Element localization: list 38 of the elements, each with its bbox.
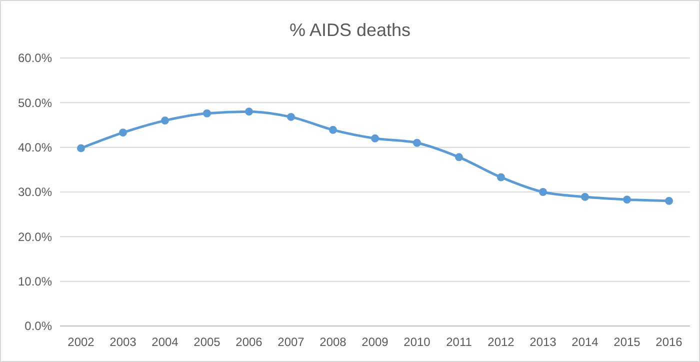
x-tick-label: 2002 [68,335,95,349]
point [539,188,547,196]
point [245,108,253,116]
point [413,138,421,147]
y-tick-label: 10.0% [18,274,52,289]
chart-title: % AIDS deaths [289,20,411,40]
point [455,153,463,162]
x-tick-label: 2007 [278,335,305,349]
y-tick-label: 50.0% [18,96,52,110]
point [119,128,127,137]
point [497,173,505,182]
x-tick-label: 2009 [362,335,389,349]
x-tick-label: 2003 [110,335,137,349]
point [203,109,211,118]
point [287,112,295,121]
point [371,134,379,142]
y-tick-label: 20.0% [18,230,52,244]
y-tick-label: 30.0% [18,185,52,200]
x-tick-label: 2012 [488,335,515,349]
x-tick-label: 2011 [446,335,472,349]
x-tick-label: 2013 [530,335,557,349]
x-tick-label: 2004 [152,335,179,349]
x-tick-label: 2006 [236,335,263,349]
point [665,196,673,205]
x-tick-label: 2015 [614,335,641,349]
y-tick-label: 0.0% [24,319,52,334]
x-tick-label: 2010 [404,335,431,349]
y-tick-label: 60.0% [18,51,52,66]
y-tick-label: 40.0% [18,140,52,155]
point [581,192,589,201]
point [77,144,85,152]
x-tick-label: 2005 [194,335,221,349]
point [329,126,337,134]
x-tick-label: 2016 [656,335,683,349]
x-tick-label: 2008 [320,335,347,349]
point [161,116,169,125]
x-tick-label: 2014 [572,335,599,349]
point [623,196,631,204]
